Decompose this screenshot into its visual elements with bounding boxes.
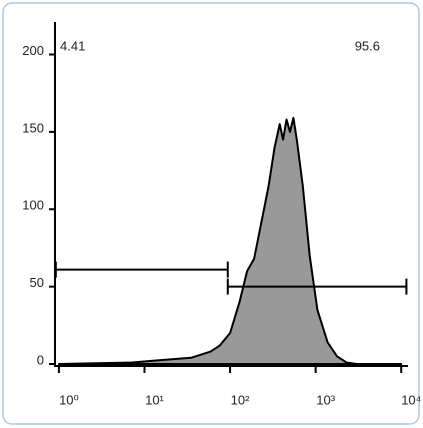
y-tick-label: 200 [22,43,44,58]
x-tick-label: 10² [231,392,250,407]
y-tick-label: 100 [22,198,44,213]
histogram-area [57,116,403,365]
x-tick-label: 10⁰ [59,392,79,407]
x-tick-label: 10¹ [145,392,164,407]
annotation-right: 95.6 [355,38,380,53]
y-tick-label: 50 [30,275,44,290]
annotation-left: 4.41 [60,38,85,53]
x-tick-label: 10³ [316,392,335,407]
y-tick-label: 150 [22,120,44,135]
x-tick-label: 10⁴ [401,392,421,407]
y-tick-label: 0 [37,352,44,367]
